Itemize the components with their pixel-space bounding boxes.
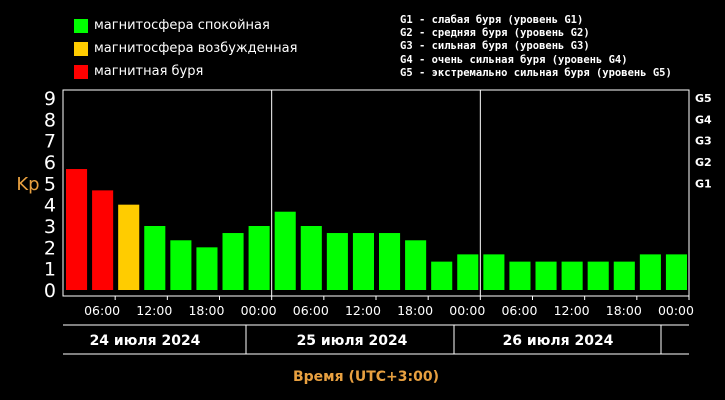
kp-bar [483, 254, 505, 290]
x-tick-label: 18:00 [606, 303, 642, 318]
y-tick-label: 6 [44, 152, 56, 174]
kp-bar [379, 233, 401, 290]
g-scale-label: G2 [695, 156, 712, 169]
kp-bar [118, 204, 140, 290]
x-tick-label: 12:00 [345, 303, 381, 318]
kp-bar [587, 261, 609, 290]
legend-swatch-quiet [74, 18, 88, 33]
x-tick-label: 18:00 [397, 303, 433, 318]
x-tick-label: 06:00 [293, 303, 329, 318]
x-tick-label: 00:00 [449, 303, 485, 318]
x-tick-label: 00:00 [241, 303, 277, 318]
legend-swatch-active [74, 41, 88, 56]
legend-item-quiet: магнитосфера спокойная [74, 14, 297, 37]
kp-bar [457, 254, 479, 290]
y-tick-label: 0 [44, 280, 56, 302]
date-label: 25 июля 2024 [297, 333, 408, 349]
x-tick-label: 18:00 [188, 303, 224, 318]
kp-bar [144, 226, 166, 290]
kp-bar [613, 261, 635, 290]
kp-bar [509, 261, 531, 290]
kp-bar [222, 233, 244, 290]
g-scale-label: G3 [695, 135, 712, 148]
legend-label-active: магнитосфера возбужденная [94, 41, 298, 56]
storm-level-g3: G3 - сильная буря (уровень G3) [400, 40, 590, 53]
y-tick-label: 7 [44, 131, 56, 153]
legend-item-storm: магнитная буря [74, 60, 297, 83]
g-scale-label: G1 [695, 177, 712, 190]
legend-swatch-storm [74, 64, 88, 79]
y-tick-label: 9 [44, 88, 56, 110]
kp-bar [274, 211, 296, 290]
x-tick-label: 06:00 [84, 303, 120, 318]
kp-bar [170, 240, 192, 290]
kp-bar [248, 226, 270, 290]
x-axis-label: Время (UTC+3:00) [293, 369, 439, 385]
y-tick-label: 1 [44, 259, 56, 281]
kp-bar [326, 233, 348, 290]
legend: магнитосфера спокойная магнитосфера возб… [74, 14, 297, 83]
kp-bar [92, 190, 114, 290]
storm-level-g2: G2 - средняя буря (уровень G2) [400, 27, 590, 40]
storm-level-g5: G5 - экстремально сильная буря (уровень … [400, 66, 672, 79]
kp-bar [405, 240, 427, 290]
kp-bar [431, 261, 453, 290]
kp-bar [561, 261, 583, 290]
date-label: 24 июля 2024 [90, 333, 201, 349]
y-tick-label: 3 [44, 216, 56, 238]
kp-bar [300, 226, 322, 290]
kp-bar [66, 169, 88, 290]
y-tick-label: 5 [44, 173, 56, 195]
x-tick-label: 12:00 [554, 303, 590, 318]
kp-bar [535, 261, 557, 290]
x-tick-label: 06:00 [501, 303, 537, 318]
storm-level-g4: G4 - очень сильная буря (уровень G4) [400, 53, 628, 66]
legend-label-quiet: магнитосфера спокойная [94, 18, 270, 33]
kp-bar [196, 247, 218, 290]
y-tick-label: 8 [44, 109, 56, 131]
storm-levels-list: G1 - слабая буря (уровень G1) G2 - средн… [400, 14, 672, 80]
g-scale-label: G5 [695, 92, 712, 105]
legend-item-active: магнитосфера возбужденная [74, 37, 297, 60]
y-tick-label: 2 [44, 237, 56, 259]
kp-bar [639, 254, 661, 290]
y-tick-label: 4 [44, 195, 56, 217]
x-tick-label: 00:00 [658, 303, 694, 318]
x-tick-label: 12:00 [136, 303, 172, 318]
storm-level-g1: G1 - слабая буря (уровень G1) [400, 14, 584, 26]
date-label: 26 июля 2024 [503, 333, 614, 349]
kp-bar [665, 254, 687, 290]
y-axis-label: Kp [16, 174, 39, 195]
legend-label-storm: магнитная буря [94, 64, 204, 79]
g-scale-label: G4 [695, 113, 712, 126]
kp-bar [352, 233, 374, 290]
